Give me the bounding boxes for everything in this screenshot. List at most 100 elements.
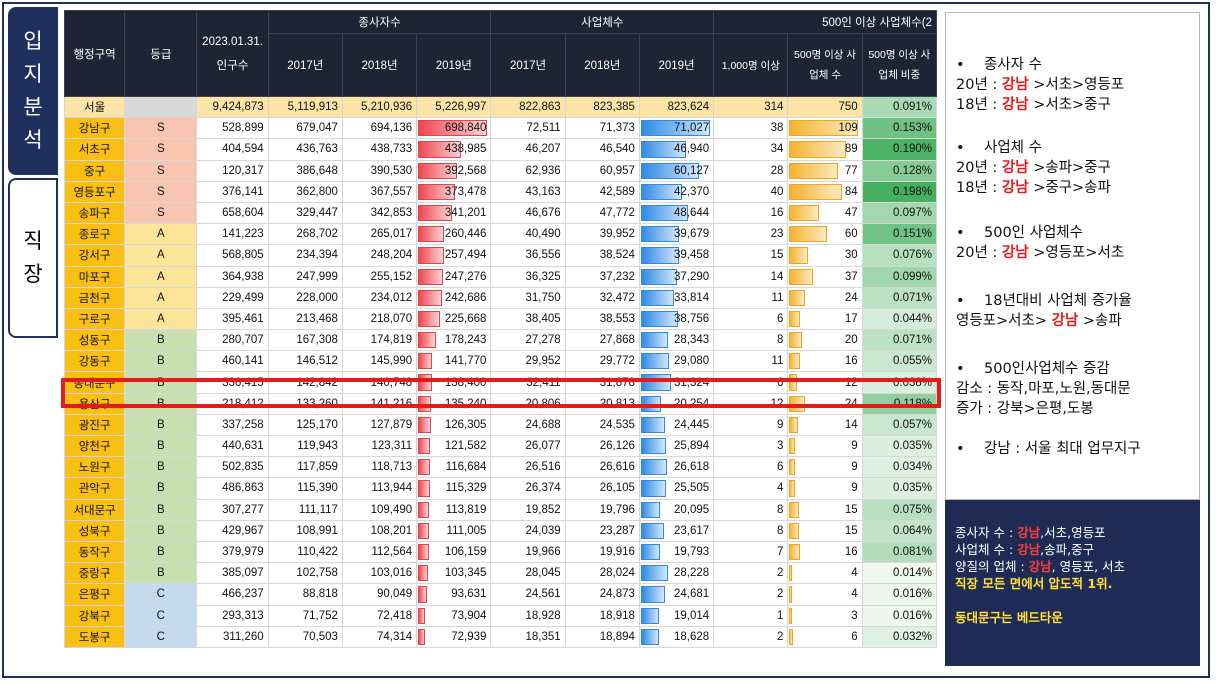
businesses-2019-cell: 28,228 — [638, 562, 715, 585]
businesses-2018-cell: 60,957 — [564, 159, 640, 182]
region-cell: 동작구 — [64, 540, 126, 564]
over-500-ratio-cell: 0.076% — [861, 244, 937, 267]
summary-highlight: 직장 모든 면에서 압도적 1위. — [955, 576, 1113, 591]
large-business-databar — [789, 289, 805, 306]
over-500-count-cell: 77 — [787, 159, 863, 182]
population-cell: 466,237 — [196, 583, 269, 606]
tab-workplace[interactable]: 직 장 — [8, 178, 58, 338]
table-row: 강북구 C 293,313 71,752 72,418 73,904 18,928 18,91… — [64, 604, 937, 627]
note-text: 영등포>서초> — [956, 313, 1052, 329]
grade-cell: B — [124, 540, 198, 564]
grade-cell: S — [124, 117, 198, 140]
workers-2019-cell: 138,400 — [416, 371, 492, 394]
header-businesses-2019: 2019년 — [638, 33, 715, 97]
summary-text: 양질의 업체 : — [955, 559, 1029, 574]
workers-2017-cell: 102,758 — [267, 562, 343, 585]
businesses-databar — [640, 438, 667, 455]
large-business-databar — [789, 438, 796, 455]
over-500-ratio-cell: 0.035% — [861, 477, 937, 500]
cell-value: 19,014 — [673, 609, 710, 622]
workers-2018-cell: 118,713 — [341, 456, 418, 479]
businesses-databar — [640, 480, 666, 497]
over-500-count-cell: 9 — [787, 456, 863, 479]
cell-value: 20,095 — [673, 503, 710, 516]
over-500-count-cell: 14 — [787, 413, 863, 437]
population-cell: 120,317 — [196, 159, 269, 182]
workers-2017-cell: 228,000 — [267, 286, 343, 309]
population-cell: 229,499 — [196, 286, 269, 309]
businesses-2017-cell: 19,966 — [490, 540, 566, 564]
businesses-databar — [640, 586, 665, 603]
cell-value: 28,228 — [673, 567, 710, 580]
businesses-databar — [640, 374, 672, 391]
tab-location-analysis[interactable]: 입 지 분 석 — [8, 7, 58, 175]
cell-value: 392,568 — [444, 164, 487, 177]
over-1000-cell: 314 — [713, 95, 789, 119]
large-business-databar — [789, 247, 809, 264]
population-cell: 218,412 — [196, 392, 269, 415]
cell-value: 89 — [844, 143, 858, 156]
region-cell: 금천구 — [64, 286, 126, 309]
businesses-databar — [640, 628, 659, 645]
workers-2019-cell: 5,226,997 — [416, 95, 492, 119]
businesses-2018-cell: 31,878 — [564, 371, 640, 394]
summary-line: 양질의 업체 : 강남, 영등포, 서초 — [955, 558, 1200, 575]
tab-label: 직 장 — [23, 229, 43, 286]
workers-2018-cell: 367,557 — [341, 180, 418, 203]
workers-databar — [418, 416, 431, 433]
over-1000-cell: 16 — [713, 201, 789, 225]
note-line: 18년 : 강남 >중구>송파 — [956, 178, 1196, 198]
workers-2019-cell: 257,494 — [416, 244, 492, 267]
businesses-2019-cell: 33,814 — [638, 286, 715, 309]
summary-line: 동대문구는 베드타운 — [955, 609, 1200, 626]
summary-line — [955, 592, 1200, 609]
businesses-2018-cell: 27,868 — [564, 329, 640, 352]
region-cell: 중구 — [64, 159, 126, 182]
over-1000-cell: 11 — [713, 286, 789, 309]
cell-value: 178,243 — [444, 334, 487, 347]
businesses-2018-cell: 47,772 — [564, 201, 640, 225]
workers-2019-cell: 121,582 — [416, 434, 492, 458]
businesses-2017-cell: 38,405 — [490, 307, 566, 331]
note-title: 18년대비 사업체 증가율 — [956, 291, 1196, 311]
table-row: 도봉구 C 311,260 70,503 74,314 72,939 18,351 18,89… — [64, 625, 937, 648]
cell-value: 121,582 — [444, 440, 487, 453]
workers-2019-cell: 141,770 — [416, 350, 492, 373]
region-cell: 은평구 — [64, 583, 126, 606]
workers-2018-cell: 342,853 — [341, 201, 418, 225]
workers-2018-cell: 248,204 — [341, 244, 418, 267]
businesses-2017-cell: 28,045 — [490, 562, 566, 585]
grade-cell: B — [124, 519, 198, 542]
table-row: 종로구 A 141,223 268,702 265,017 260,446 40,490 39… — [64, 223, 937, 246]
workers-databar — [418, 543, 429, 561]
over-500-ratio-cell: 0.097% — [861, 201, 937, 225]
workers-2019-cell: 373,478 — [416, 180, 492, 203]
cell-value: 115,329 — [445, 482, 487, 495]
businesses-2018-cell: 46,540 — [564, 138, 640, 161]
table-row: 중랑구 B 385,097 102,758 103,016 103,345 28,045 28… — [64, 562, 937, 585]
cell-value: 103,345 — [444, 567, 487, 580]
header-population: 2023.01.31. 인구수 — [196, 10, 269, 97]
over-1000-cell: 4 — [713, 477, 789, 500]
workers-databar — [418, 204, 452, 222]
large-business-databar — [789, 416, 799, 433]
grade-cell: B — [124, 350, 198, 373]
grade-cell — [124, 95, 198, 119]
table-row: 마포구 A 364,938 247,999 255,152 247,276 36,325 37… — [64, 265, 937, 288]
note-title: 강남 : 서울 최대 업무지구 — [956, 439, 1196, 459]
over-1000-cell: 9 — [713, 413, 789, 437]
businesses-databar — [640, 268, 678, 285]
over-1000-cell: 2 — [713, 625, 789, 648]
summary-line: 종사자 수 : 강남,서초,영등포 — [955, 524, 1200, 541]
workers-2017-cell: 679,047 — [267, 117, 343, 140]
table-row: 광진구 B 337,258 125,170 127,879 126,305 24,688 24… — [64, 413, 937, 437]
grade-cell: A — [124, 223, 198, 246]
cell-value: 25,505 — [673, 482, 710, 495]
workers-2018-cell: 72,418 — [341, 604, 418, 627]
note-title: 500인사업체수 증감 — [956, 359, 1196, 379]
over-1000-cell: 6 — [713, 307, 789, 331]
population-cell: 280,707 — [196, 329, 269, 352]
note-text: >서초>영등포 — [1028, 77, 1125, 93]
businesses-databar — [640, 543, 661, 561]
